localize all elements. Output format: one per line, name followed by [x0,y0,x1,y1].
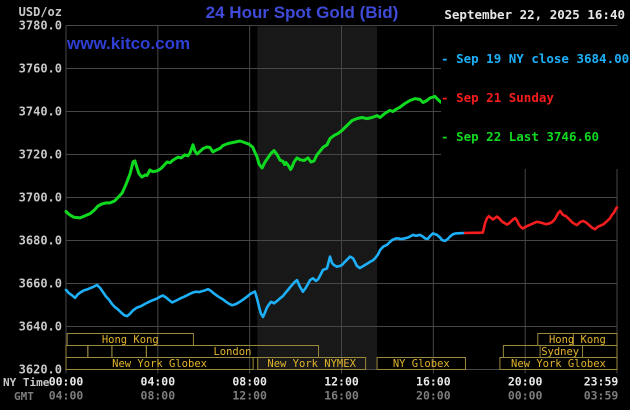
legend-row-sep21: - Sep 21 Sunday [441,91,629,104]
session-label: New York Globex [112,358,207,370]
session-box [111,345,147,358]
legend-dash-icon: - [441,51,449,66]
session-label: London [213,346,251,358]
session-label: Hong Kong [102,334,159,346]
datetime-label: September 22, 2025 16:40 [444,7,625,22]
gmt-tick-label: 03:59 [584,389,619,403]
y-axis-tick-label: 3740.0 [19,105,62,119]
gmt-tick-label: 12:00 [232,389,267,403]
y-axis-tick-label: 3760.0 [19,62,62,76]
ny-time-tick-label: 16:00 [416,375,451,389]
session-box [499,357,618,370]
session-box [257,357,367,370]
session-box [65,345,89,358]
ny-time-tick-label: 12:00 [324,375,359,389]
session-box [65,357,254,370]
gmt-tick-label: 16:00 [324,389,359,403]
y-axis-tick-label: 3700.0 [19,191,62,205]
legend-label: Sep 22 Last 3746.60 [456,129,600,144]
ny-time-tick-label: 00:00 [49,375,84,389]
ny-time-tick-label: 20:00 [508,375,543,389]
kitco-watermark: www.kitco.com [67,34,191,53]
session-label: Hong Kong [549,334,606,346]
session-label: NY Globex [393,358,450,370]
series-green [64,94,451,220]
unit-label: USD/oz [18,5,62,19]
series-blue [64,231,467,319]
legend-dash-icon: - [441,129,449,144]
session-label: New York Globex [511,358,606,370]
legend: - Sep 19 NY close 3684.00 - Sep 21 Sunda… [441,26,630,169]
ny-time-tick-label: 04:00 [141,375,176,389]
y-axis-tick-label: 3620.0 [19,363,62,377]
gmt-axis-label: GMT [14,390,34,403]
session-box [87,345,113,358]
page-title: 24 Hour Spot Gold (Bid) [205,3,399,22]
legend-label: Sep 19 NY close 3684.00 [456,51,630,66]
session-box [376,357,466,370]
y-axis-tick-label: 3660.0 [19,277,62,291]
y-axis-tick-label: 3640.0 [19,320,62,334]
y-axis-tick-label: 3680.0 [19,234,62,248]
ny-time-tick-label: 08:00 [232,375,267,389]
gmt-tick-label: 04:00 [49,389,84,403]
session-label: New York NYMEX [267,358,356,370]
legend-dash-icon: - [441,90,449,105]
y-axis-tick-label: 3720.0 [19,148,62,162]
series-red [463,206,619,235]
gmt-tick-label: 08:00 [141,389,176,403]
ny-time-tick-label: 23:59 [584,375,619,389]
ny-time-axis-label: NY Time [3,376,50,389]
legend-label: Sep 21 Sunday [456,90,554,105]
gmt-tick-label: 20:00 [416,389,451,403]
legend-row-sep19: - Sep 19 NY close 3684.00 [441,52,629,65]
gmt-tick-label: 00:00 [508,389,543,403]
y-axis-tick-label: 3780.0 [19,19,62,33]
session-label: Sydney [541,346,579,358]
legend-row-sep22: - Sep 22 Last 3746.60 [441,130,629,143]
